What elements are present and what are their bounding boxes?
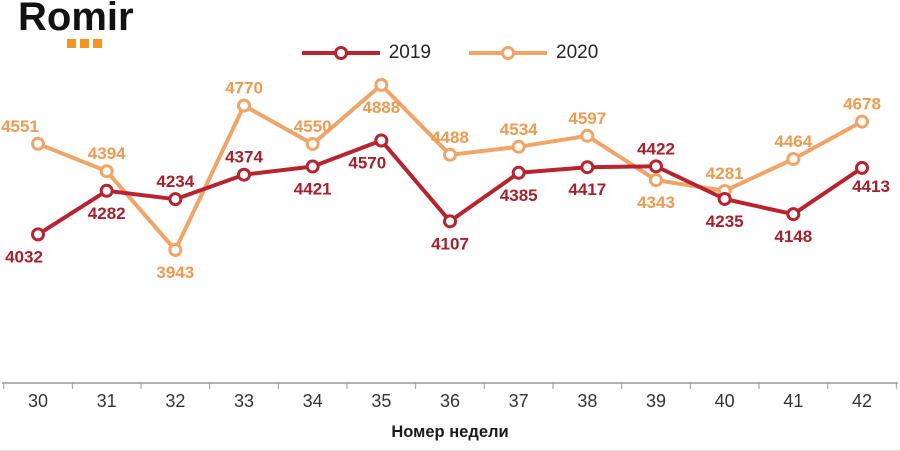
x-tick-label: 31 xyxy=(97,391,117,411)
data-point-marker xyxy=(649,173,664,188)
series-labels-2020: 4551 4394 3943 4770 4550 4888 4488 4534 4597 4343… xyxy=(1,79,881,282)
data-point-marker xyxy=(31,227,45,242)
data-point-label: 4281 xyxy=(706,164,744,183)
x-tick-label: 38 xyxy=(577,391,597,411)
data-point-marker xyxy=(31,136,45,151)
legend-line-marker-icon xyxy=(469,46,547,60)
data-point-label: 4551 xyxy=(1,117,39,136)
data-point-marker xyxy=(786,207,801,222)
data-point-marker xyxy=(511,139,526,154)
data-point-marker xyxy=(443,147,458,162)
x-tick-label: 32 xyxy=(165,391,185,411)
x-tick-label: 34 xyxy=(303,391,323,411)
data-point-label: 4385 xyxy=(500,186,538,205)
data-point-label: 4534 xyxy=(500,120,538,139)
data-point-label: 4770 xyxy=(225,79,263,98)
data-point-marker xyxy=(99,164,114,179)
data-point-label: 4235 xyxy=(706,212,744,231)
legend-item-2019: 2019 xyxy=(301,42,431,64)
data-point-marker xyxy=(168,242,183,257)
data-point-label: 4417 xyxy=(568,180,606,199)
romir-logo-text: Romir xyxy=(18,0,134,39)
data-point-label: 4032 xyxy=(5,247,43,266)
x-axis-title: Номер недели xyxy=(391,423,508,441)
x-tick-label: 39 xyxy=(646,391,666,411)
legend-item-2020: 2020 xyxy=(469,42,598,64)
legend-line-marker-icon xyxy=(301,46,380,60)
x-tick-label: 37 xyxy=(509,391,529,411)
data-point-marker xyxy=(168,192,183,207)
x-tick-label: 30 xyxy=(28,391,48,411)
data-point-label: 4413 xyxy=(852,177,890,196)
data-point-label: 4148 xyxy=(774,227,812,246)
data-point-marker xyxy=(443,214,458,229)
data-point-marker xyxy=(855,114,870,129)
x-tick-label: 36 xyxy=(440,391,460,411)
data-point-label: 4464 xyxy=(774,132,812,151)
data-point-label: 4374 xyxy=(225,148,263,167)
data-point-label: 4678 xyxy=(843,95,881,114)
legend-label: 2019 xyxy=(388,42,431,63)
data-point-label: 4888 xyxy=(362,98,400,117)
data-point-label: 4394 xyxy=(88,144,126,163)
data-point-label: 4421 xyxy=(294,180,332,199)
data-point-label: 4234 xyxy=(156,172,194,191)
data-point-marker xyxy=(717,191,732,206)
legend-label: 2020 xyxy=(556,42,599,63)
chart-legend: 2019 2020 xyxy=(0,42,900,64)
romir-logo: Romir xyxy=(18,0,134,48)
data-point-label: 3943 xyxy=(156,263,194,282)
x-tick-label: 35 xyxy=(371,391,391,411)
romir-logo-dots xyxy=(67,39,134,48)
x-tick-label: 40 xyxy=(715,391,735,411)
data-point-marker xyxy=(237,98,252,113)
data-point-marker xyxy=(580,160,595,175)
data-point-label: 4282 xyxy=(88,204,126,223)
data-point-marker xyxy=(649,159,664,174)
logo-dot-icon xyxy=(80,39,89,48)
data-point-label: 4597 xyxy=(568,109,606,128)
data-point-marker xyxy=(305,159,320,174)
data-point-marker xyxy=(99,183,114,198)
series-2019 xyxy=(31,133,870,242)
data-point-marker xyxy=(237,167,252,182)
data-point-marker xyxy=(374,133,389,148)
data-point-marker xyxy=(580,128,595,143)
x-tick-label: 33 xyxy=(234,391,254,411)
data-point-marker xyxy=(511,165,526,180)
data-point-label: 4550 xyxy=(294,117,332,136)
data-point-label: 4570 xyxy=(348,154,386,173)
logo-dot-icon xyxy=(67,39,76,48)
data-point-label: 4488 xyxy=(431,128,469,147)
data-point-marker xyxy=(374,77,389,92)
data-point-marker xyxy=(786,151,801,166)
data-point-label: 4422 xyxy=(637,139,675,158)
series-2020 xyxy=(31,77,870,257)
x-axis: 30 31 32 33 34 35 36 37 38 39 40 41 42 Номер недели xyxy=(2,382,898,441)
x-tick-label: 41 xyxy=(783,391,803,411)
data-point-marker xyxy=(855,160,870,175)
data-point-marker xyxy=(305,136,320,151)
x-tick-label: 42 xyxy=(852,391,872,411)
data-point-label: 4107 xyxy=(431,234,469,253)
data-point-label: 4343 xyxy=(637,193,675,212)
logo-dot-icon xyxy=(93,39,102,48)
series-labels-2019: 4032 4282 4234 4374 4421 4570 4107 4385 4417 4422… xyxy=(5,139,890,266)
